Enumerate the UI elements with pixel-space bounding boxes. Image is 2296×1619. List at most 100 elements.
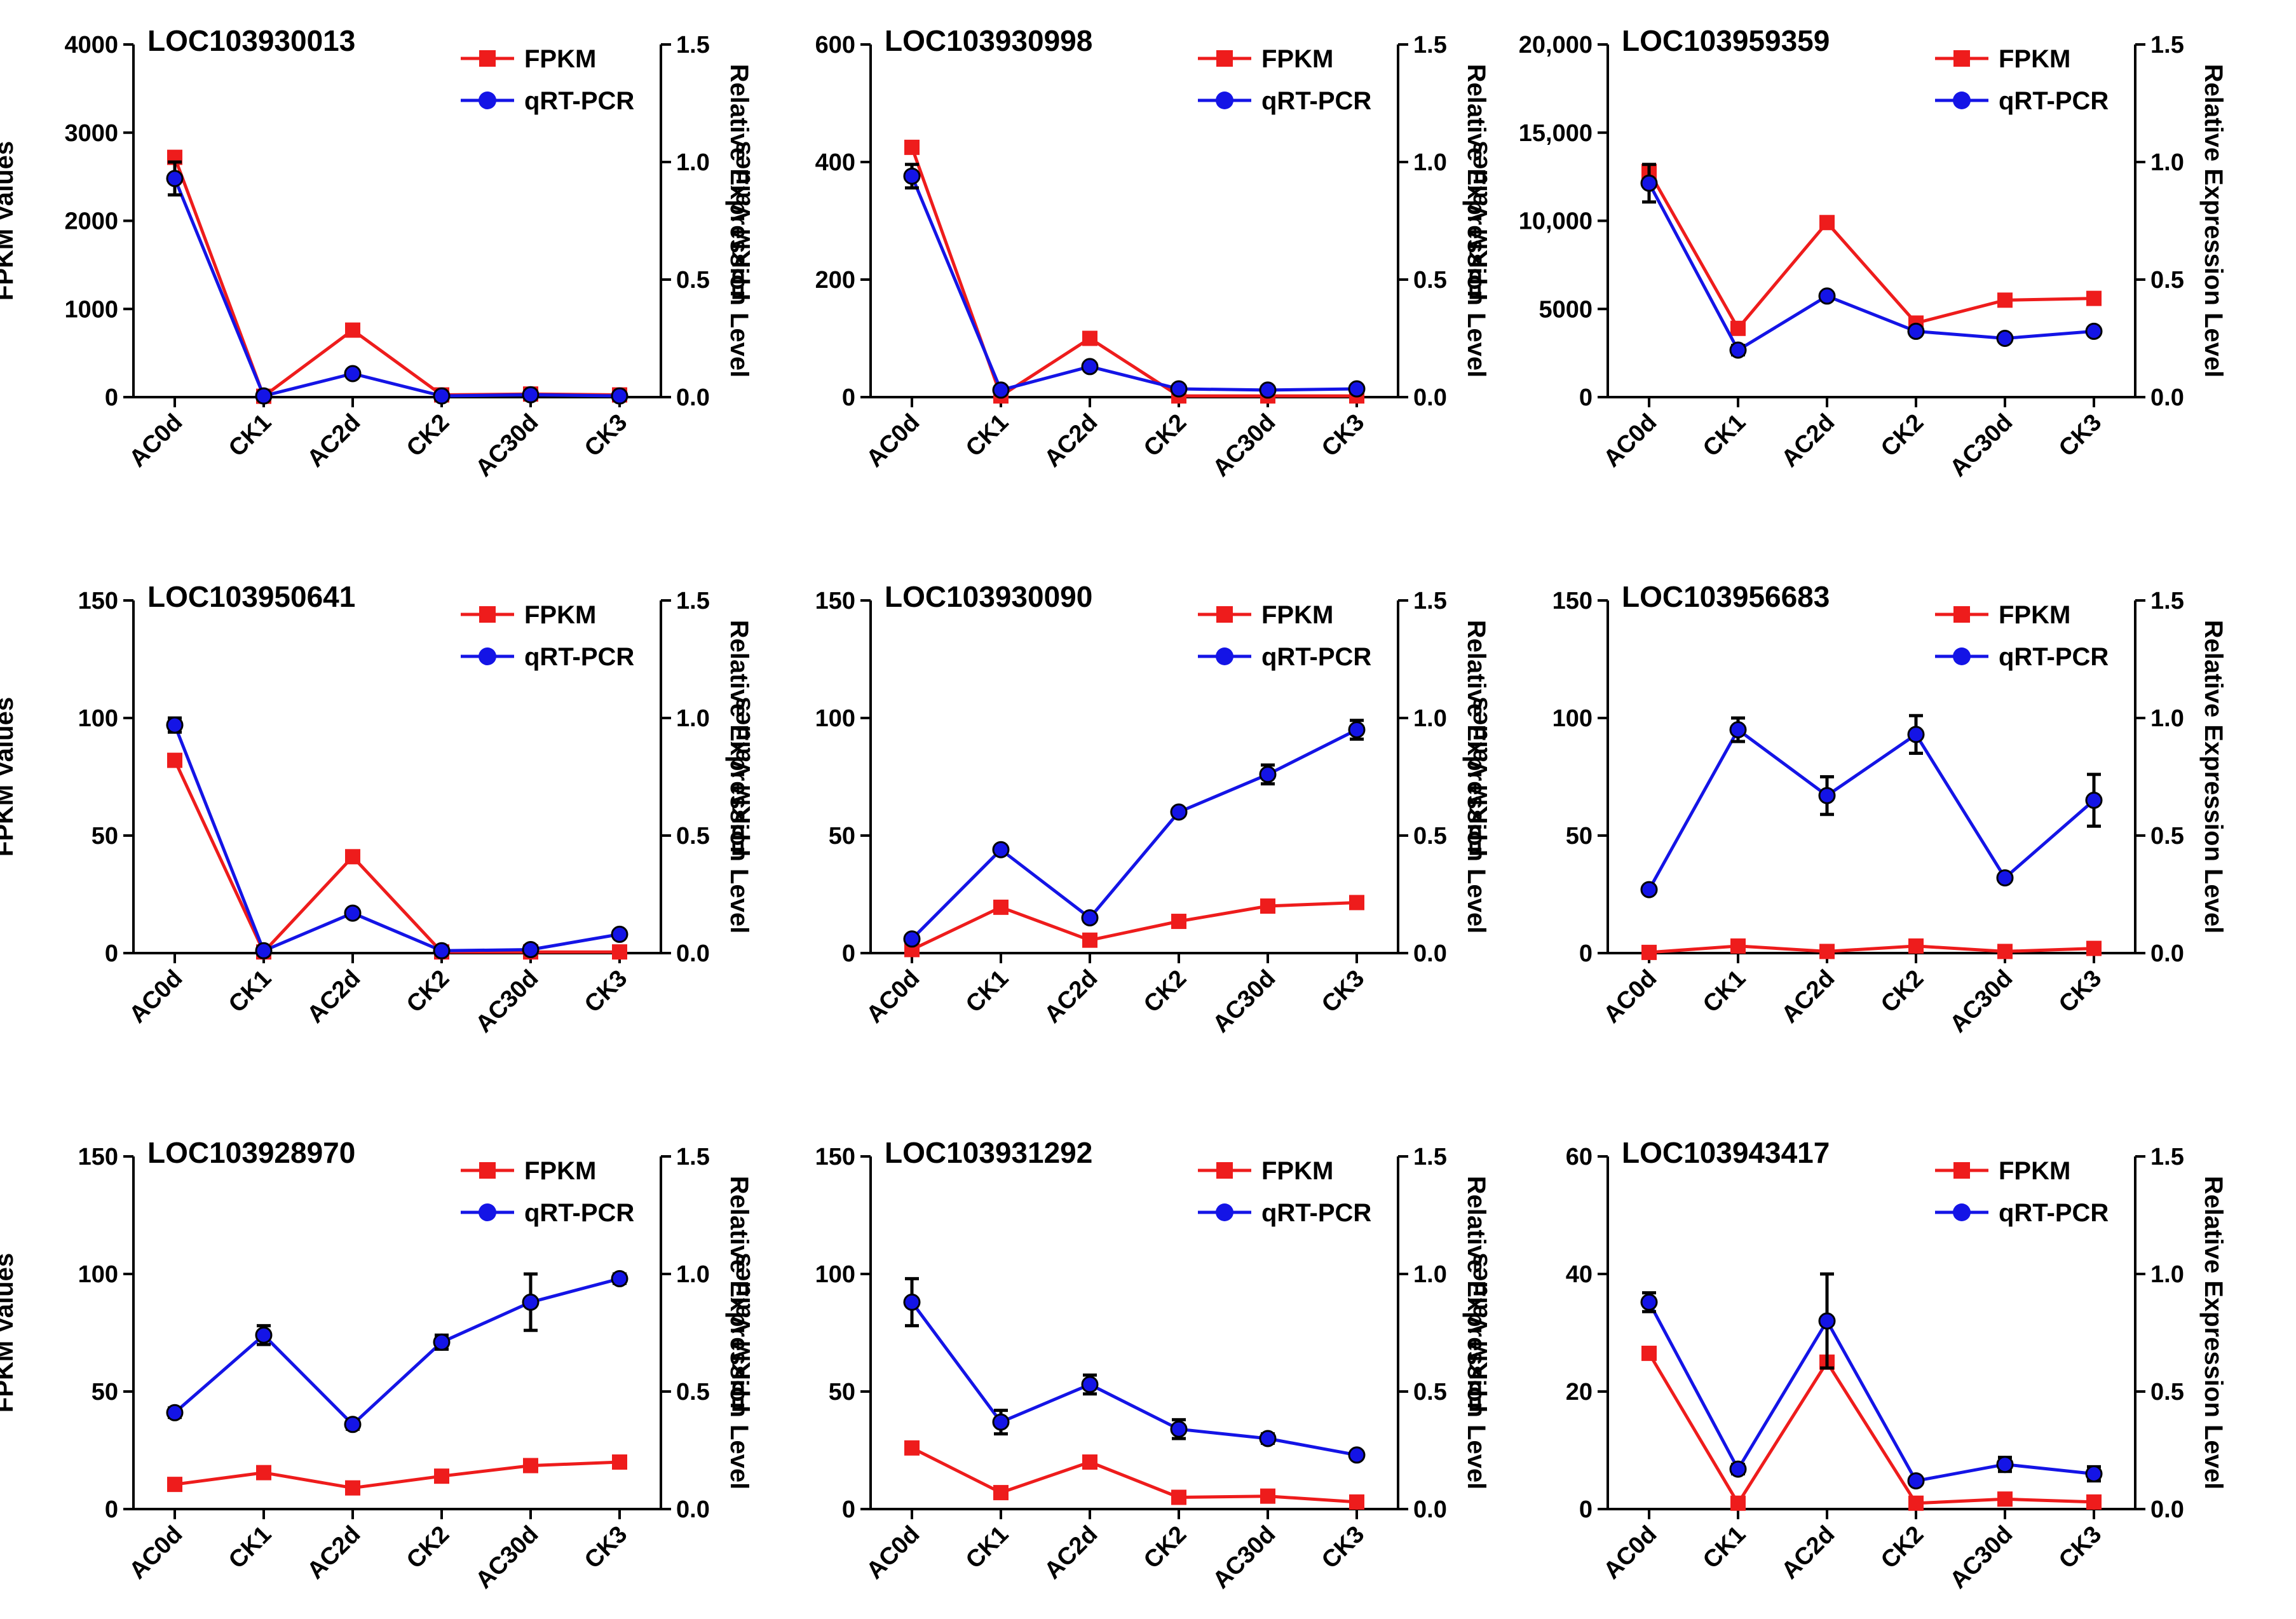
legend-qrt-marker [479, 647, 496, 665]
x-tick-label: AC0d [861, 1521, 925, 1585]
y-axis-label: FPKM Values [728, 1253, 756, 1412]
qrt-point [166, 1404, 184, 1421]
legend-fpkm-label: FPKM [524, 1157, 596, 1185]
fpkm-point [993, 1485, 1009, 1501]
x-tick-label: CK2 [1139, 409, 1192, 462]
qrt-point [1640, 881, 1658, 898]
qrt-point [1640, 174, 1658, 192]
y-tick-label: 100 [1552, 705, 1593, 732]
x-tick-label: CK1 [1698, 1521, 1751, 1574]
y-tick-label: 0 [842, 1496, 855, 1523]
qrt-point [344, 1416, 362, 1433]
y2-axis-label: Relative Expression Level [2199, 1176, 2227, 1490]
legend-qrt-label: qRT-PCR [1999, 1199, 2109, 1227]
qrt-point [1170, 380, 1188, 398]
qrt-point [1907, 1472, 1925, 1490]
fpkm-point [1997, 1491, 2013, 1507]
qrt-point [255, 1326, 273, 1344]
chart-panel-6: 0 50 100 150 0.0 0.5 1.0 1.5 AC0d CK1 AC2d CK2 AC30d… [1465, 580, 2227, 1038]
y-tick-label: 400 [815, 149, 855, 176]
y2-tick-label: 0.0 [1413, 1496, 1447, 1523]
x-tick-label: AC30d [471, 409, 544, 482]
chart-title: LOC103950641 [147, 580, 355, 613]
y-tick-label: 50 [1566, 823, 1593, 850]
qrt-point [2085, 322, 2103, 340]
legend-fpkm-label: FPKM [1999, 601, 2070, 629]
y2-tick-label: 1.0 [676, 149, 710, 176]
legend-qrt-marker [1953, 1203, 1971, 1221]
fpkm-point [1908, 938, 1924, 954]
qrt-point [611, 925, 628, 943]
y-tick-label: 5000 [1539, 296, 1593, 323]
x-tick-label: AC30d [471, 965, 544, 1038]
y-axis-label: FPKM Values [1465, 1253, 1493, 1412]
y2-tick-label: 1.5 [2150, 588, 2184, 614]
chart-title: LOC103930998 [885, 24, 1092, 57]
x-tick-label: CK2 [1876, 409, 1929, 462]
qrt-point [166, 716, 184, 734]
legend-qrt-label: qRT-PCR [1999, 643, 2109, 671]
fpkm-point [904, 1440, 920, 1456]
qrt-point [433, 942, 451, 959]
fpkm-point [1349, 1494, 1364, 1510]
chart-panel-3: 0 5000 10,000 15,000 20,000 0.0 0.5 1.0 1.5 AC0d C… [1465, 24, 2227, 482]
x-tick-label: AC30d [471, 1521, 544, 1594]
chart-title: LOC103928970 [147, 1136, 355, 1169]
legend-qrt-label: qRT-PCR [1261, 1199, 1371, 1227]
fpkm-series-line [1647, 170, 2095, 330]
y-axis-label: FPKM Values [1465, 141, 1493, 301]
fpkm-point [1819, 944, 1835, 959]
x-tick-label: CK3 [2054, 409, 2107, 462]
fpkm-point [345, 1480, 360, 1496]
qrt-point [992, 381, 1010, 399]
y-tick-label: 50 [829, 823, 855, 850]
legend-qrt-marker [1216, 1203, 1233, 1221]
x-tick-label: AC30d [1945, 965, 2018, 1038]
y2-tick-label: 1.5 [2150, 32, 2184, 58]
y-tick-label: 100 [78, 705, 118, 732]
legend-qrt-label: qRT-PCR [524, 87, 634, 115]
fpkm-point [1641, 1345, 1657, 1361]
fpkm-point [904, 139, 920, 155]
qrt-series-line [1647, 1301, 2095, 1483]
qrt-point [1640, 1293, 1658, 1311]
x-tick-label: CK3 [1317, 409, 1369, 462]
x-tick-label: CK2 [402, 965, 454, 1018]
qrt-point [1996, 1456, 2014, 1473]
x-tick-label: AC2d [1776, 965, 1840, 1029]
y2-tick-label: 1.0 [1413, 1261, 1447, 1288]
fpkm-series-line [911, 1446, 1357, 1504]
legend-fpkm-label: FPKM [1261, 1157, 1333, 1185]
y-tick-label: 50 [829, 1379, 855, 1406]
y2-tick-label: 0.0 [1413, 940, 1447, 967]
qrt-series-line [173, 724, 620, 952]
qrt-point [903, 930, 921, 948]
fpkm-point [345, 849, 360, 865]
x-tick-label: AC0d [861, 409, 925, 473]
y2-tick-label: 0.5 [2150, 267, 2184, 294]
qrt-point [1996, 869, 2014, 887]
fpkm-point [1641, 944, 1657, 960]
qrt-point [344, 904, 362, 922]
fpkm-series-line [910, 147, 1357, 398]
fpkm-point [612, 1454, 627, 1470]
chart-title: LOC103931292 [885, 1136, 1092, 1169]
fpkm-point [1082, 932, 1097, 948]
fpkm-point [1171, 914, 1186, 930]
legend-qrt-label: qRT-PCR [1261, 87, 1371, 115]
qrt-series-line [1647, 728, 2095, 891]
fpkm-point [1997, 944, 2013, 959]
qrt-point [1907, 726, 1925, 743]
x-tick-label: AC2d [1776, 1521, 1840, 1585]
legend-fpkm-marker [1953, 606, 1970, 623]
chart-panel-7: 0 50 100 150 0.0 0.5 1.0 1.5 AC0d CK1 AC2d CK2 AC30d… [0, 1136, 753, 1594]
qrt-point [1996, 330, 2014, 347]
qrt-point [1729, 341, 1747, 359]
y-tick-label: 150 [815, 588, 855, 614]
qrt-point [1081, 1376, 1099, 1393]
qrt-point [1818, 1312, 1836, 1330]
y-tick-label: 100 [815, 705, 855, 732]
qrt-point [1170, 803, 1188, 821]
fpkm-point [345, 322, 360, 338]
